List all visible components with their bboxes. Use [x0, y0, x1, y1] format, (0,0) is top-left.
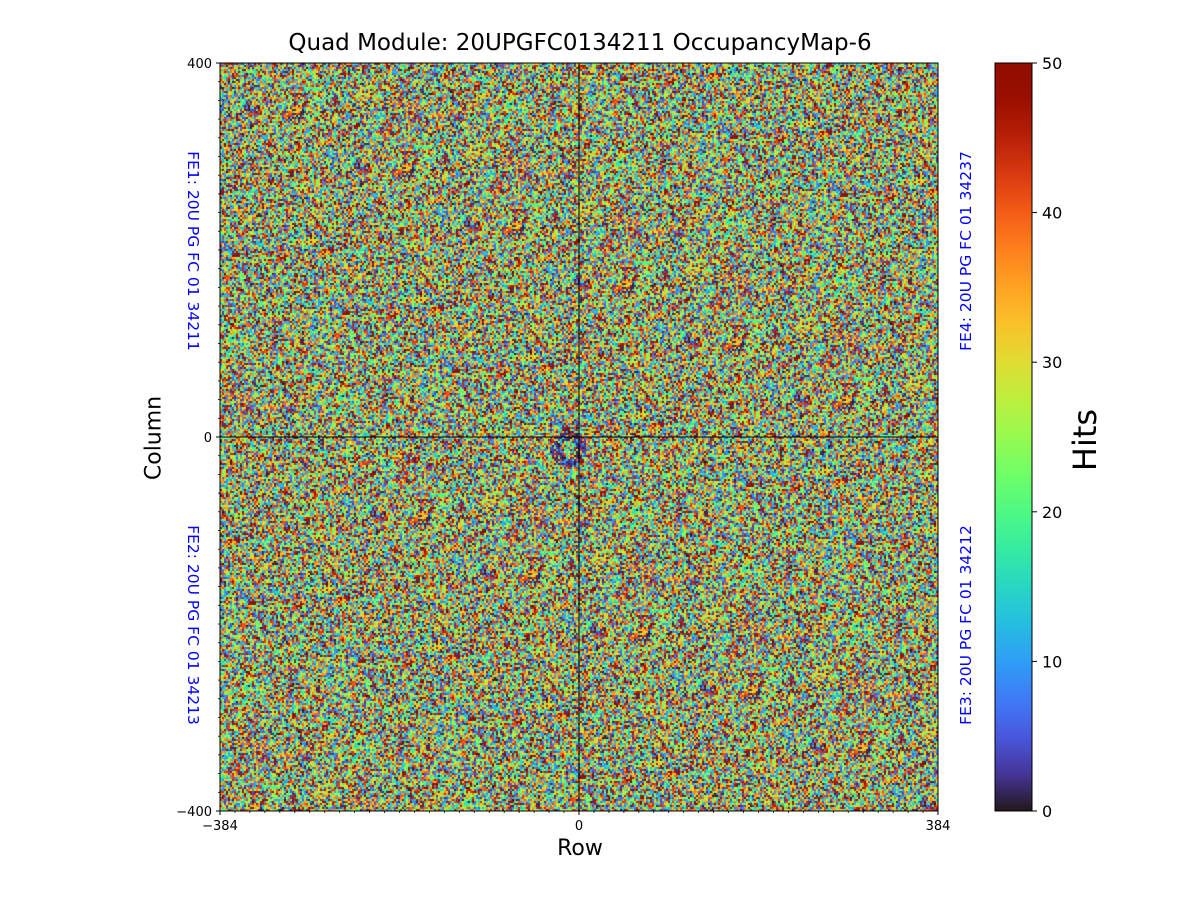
- y-tick-label: 400: [187, 57, 212, 72]
- colorbar-tick-label: 10: [1042, 652, 1062, 671]
- x-axis-label: Row: [557, 836, 603, 861]
- colorbar-gradient: [994, 62, 1033, 812]
- colorbar-tick-label: 20: [1042, 503, 1062, 522]
- fe4-label: FE4: 20U PG FC 01 34237: [957, 151, 975, 351]
- colorbar-tick-label: 50: [1042, 54, 1062, 73]
- fe2-label: FE2: 20U PG FC 01 34213: [184, 525, 202, 725]
- fe3-label: FE3: 20U PG FC 01 34212: [957, 525, 975, 725]
- colorbar-tick-label: 0: [1042, 802, 1052, 821]
- x-tick-label: 384: [926, 819, 951, 834]
- colorbar-tick-label: 40: [1042, 204, 1062, 223]
- x-tick-label: −384: [202, 819, 238, 834]
- x-tick-label: 0: [575, 819, 583, 834]
- colorbar: 0 10 20 30 40 50: [994, 54, 1062, 821]
- chart-title: Quad Module: 20UPGFC0134211 OccupancyMap…: [288, 30, 872, 56]
- fe1-label: FE1: 20U PG FC 01 34211: [184, 151, 202, 351]
- colorbar-tick-label: 30: [1042, 353, 1062, 372]
- colorbar-label: Hits: [1066, 408, 1104, 472]
- y-tick-label: −400: [176, 805, 212, 820]
- plot-axes: −384 0 384 400 0 −400: [176, 57, 950, 834]
- quadrant-dividers: [220, 63, 938, 811]
- y-axis-label: Column: [141, 395, 167, 481]
- y-tick-label: 0: [204, 431, 212, 446]
